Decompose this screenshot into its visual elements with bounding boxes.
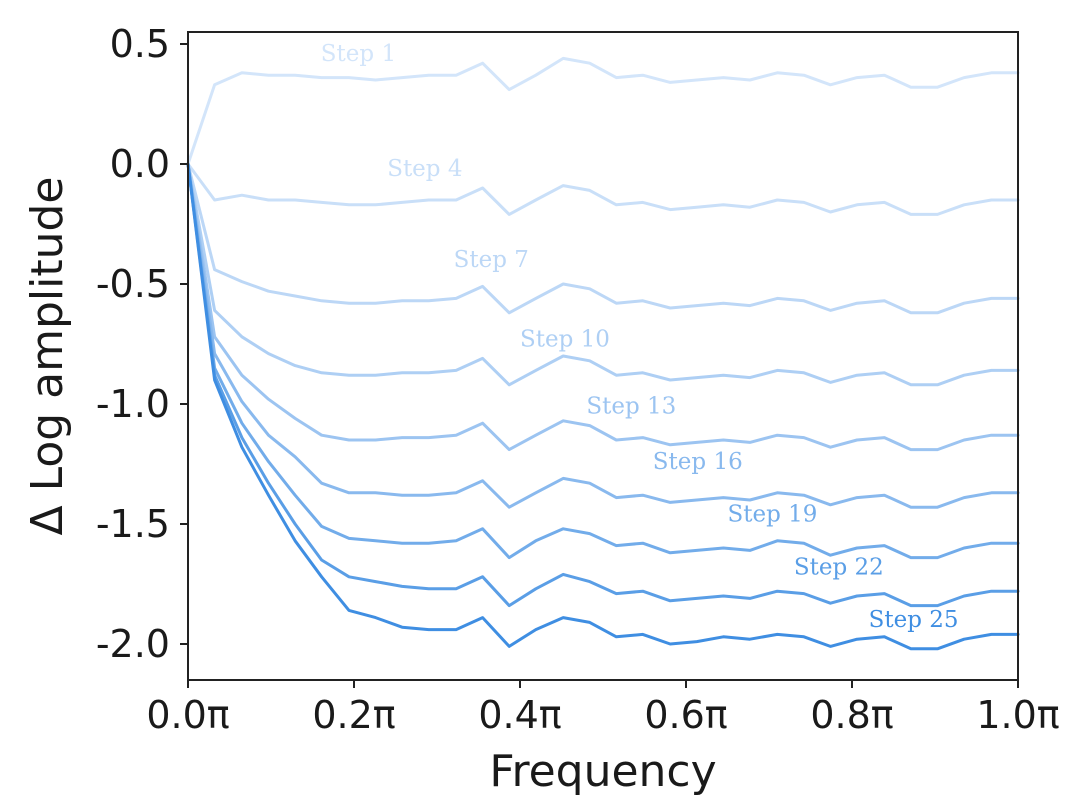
series-line-step-25 bbox=[186, 162, 1020, 651]
x-tick-label: 0.2π bbox=[312, 693, 395, 737]
step-label-layer: Step 1 Step 4 Step 7 Step 10 Step 13 Step 16 S… bbox=[321, 41, 959, 633]
y-tick-label: -1.0 bbox=[96, 382, 170, 426]
series-label-step-19: Step 19 bbox=[728, 502, 818, 528]
y-axis-title: Δ Log amplitude bbox=[22, 176, 73, 535]
x-tick-label: 1.0π bbox=[976, 693, 1059, 737]
series-line-step-7 bbox=[186, 162, 1020, 315]
series-line-step-10 bbox=[186, 162, 1020, 387]
x-axis-title: Frequency bbox=[489, 746, 716, 797]
series-label-step-1: Step 1 bbox=[321, 41, 396, 67]
y-tick-label: -2.0 bbox=[96, 622, 170, 666]
series-label-step-10: Step 10 bbox=[520, 326, 610, 352]
tick-layer: 0.0π 0.2π 0.4π 0.6π 0.8π 1.0π 0.5 0.0 -0.5 -1.0 -1… bbox=[96, 22, 1060, 737]
series-line-step-4 bbox=[186, 162, 1020, 216]
x-tick-label: 0.4π bbox=[478, 693, 561, 737]
series-label-step-22: Step 22 bbox=[794, 554, 884, 580]
y-tick-label: 0.5 bbox=[110, 22, 170, 66]
series-label-step-13: Step 13 bbox=[586, 394, 676, 420]
series-line-step-13 bbox=[186, 162, 1020, 452]
series-line-step-22 bbox=[186, 162, 1020, 608]
series-label-step-25: Step 25 bbox=[869, 607, 959, 633]
series-label-step-4: Step 4 bbox=[387, 156, 462, 182]
series-line-step-19 bbox=[186, 162, 1020, 560]
series-line-step-16 bbox=[186, 162, 1020, 509]
plot-frame bbox=[187, 31, 1019, 681]
y-tick-label: 0.0 bbox=[110, 142, 170, 186]
x-tick-label: 0.0π bbox=[146, 693, 229, 737]
y-tick-label: -0.5 bbox=[96, 262, 170, 306]
x-tick-label: 0.6π bbox=[644, 693, 727, 737]
series-label-step-16: Step 16 bbox=[653, 449, 743, 475]
series-layer bbox=[186, 56, 1020, 651]
series-line-step-1 bbox=[186, 56, 1020, 166]
y-tick-label: -1.5 bbox=[96, 502, 170, 546]
series-label-step-7: Step 7 bbox=[454, 247, 529, 273]
x-tick-label: 0.8π bbox=[810, 693, 893, 737]
